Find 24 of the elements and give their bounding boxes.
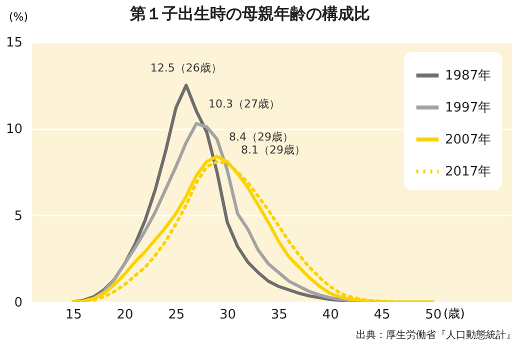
legend-label: 2007年 bbox=[445, 132, 492, 148]
x-tick-label: 15 bbox=[65, 308, 82, 322]
x-tick-label: 35 bbox=[270, 308, 288, 322]
annotation: 8.1（29歳） bbox=[241, 144, 306, 157]
chart-title: 第１子出生時の母親年齢の構成比 bbox=[130, 4, 370, 23]
x-tick-label: 25 bbox=[168, 308, 185, 322]
x-axis-title: (歳) bbox=[444, 306, 465, 320]
source-note: 出典：厚生労働省『人口動態統計』 bbox=[356, 328, 516, 342]
annotation: 12.5（26歳） bbox=[150, 61, 222, 74]
x-tick-label: 30 bbox=[220, 308, 236, 322]
annotation: 8.4（29歳） bbox=[229, 130, 294, 144]
x-tick-label: 40 bbox=[322, 308, 339, 322]
legend-label: 1997年 bbox=[445, 100, 492, 116]
x-tick-label: 50 bbox=[425, 308, 442, 322]
x-tick-label: 45 bbox=[374, 308, 390, 322]
annotation: 10.3（27歳） bbox=[208, 97, 280, 110]
x-tick-label: 20 bbox=[116, 308, 134, 322]
legend-label: 1987年 bbox=[445, 68, 492, 84]
y-tick-label: 0 bbox=[14, 296, 22, 310]
y-tick-label: 15 bbox=[6, 36, 22, 50]
y-axis-title: (%) bbox=[8, 10, 28, 24]
y-tick-label: 5 bbox=[14, 208, 22, 224]
y-tick-label: 10 bbox=[6, 122, 22, 138]
legend-label: 2017年 bbox=[445, 164, 492, 180]
